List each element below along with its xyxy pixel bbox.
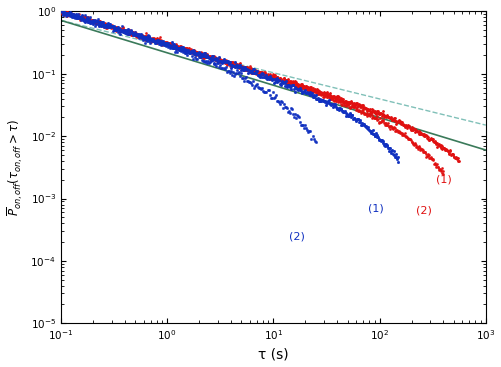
Text: (2): (2) — [289, 231, 305, 241]
Text: (1): (1) — [436, 175, 452, 185]
Text: (2): (2) — [416, 205, 432, 215]
Text: (1): (1) — [368, 203, 384, 213]
X-axis label: τ (s): τ (s) — [258, 348, 289, 361]
Y-axis label: $\overline{P}_{on,off}(\tau_{on,off} > \tau)$: $\overline{P}_{on,off}(\tau_{on,off} > \… — [6, 119, 25, 216]
